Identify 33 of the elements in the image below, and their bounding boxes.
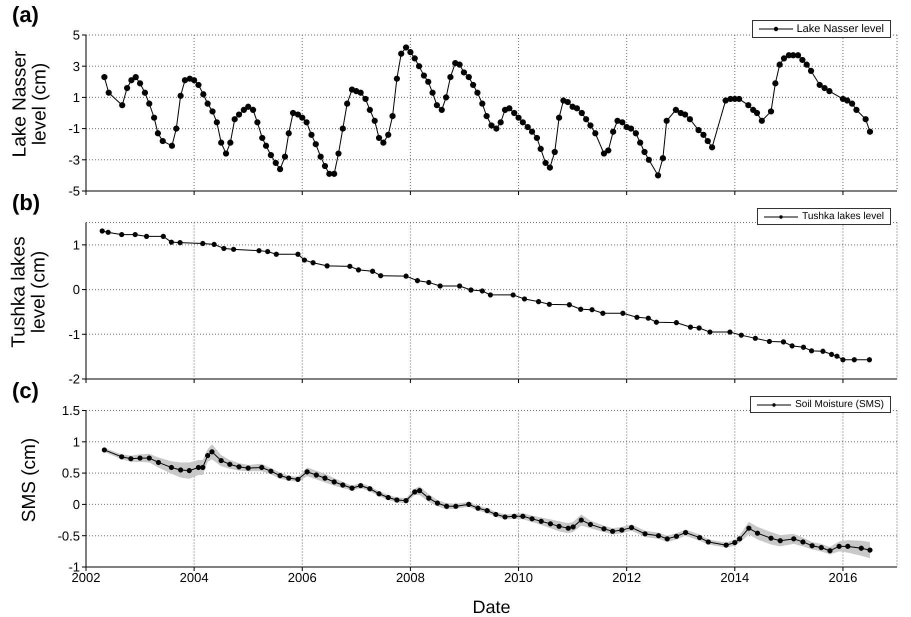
x-tick-label: 2012 xyxy=(612,570,642,586)
text: (a) xyxy=(12,2,39,28)
y-tick-label: -5 xyxy=(68,184,80,199)
x-tick-label: 2010 xyxy=(504,570,533,586)
y-axis-title: Tushka lakes level (cm) xyxy=(9,236,50,348)
y-tick-label: 1 xyxy=(72,90,80,106)
y-tick-label: 1 xyxy=(72,434,80,450)
legend-label: Soil Moisture (SMS) xyxy=(795,399,884,410)
text: (c) xyxy=(12,378,39,404)
x-axis-title: Date xyxy=(472,597,511,617)
x-tick-label: 2008 xyxy=(396,570,425,586)
text: (b) xyxy=(12,190,40,216)
x-tick-label: 2014 xyxy=(720,570,750,586)
x-tick-label: 2002 xyxy=(72,570,100,586)
y-tick-label: 1.5 xyxy=(62,403,80,418)
y-axis-title: SMS (cm) xyxy=(19,437,40,522)
y-tick-label: 0 xyxy=(72,497,80,512)
y-tick-label: 5 xyxy=(72,28,80,43)
y-tick-label: 1 xyxy=(72,237,80,252)
y-tick-label: -3 xyxy=(68,152,80,168)
y-tick-label: 3 xyxy=(72,58,80,74)
legend-label: Tushka lakes level xyxy=(802,211,884,222)
x-tick-label: 2016 xyxy=(828,570,858,586)
legend-label: Lake Nasser level xyxy=(796,23,884,35)
y-tick-label: 0 xyxy=(72,282,80,298)
y-tick-label: 0.5 xyxy=(62,466,80,481)
y-tick-label: -0.5 xyxy=(58,528,80,544)
y-tick-label: -2 xyxy=(68,372,80,387)
y-tick-label: -1 xyxy=(68,121,80,136)
x-tick-label: 2006 xyxy=(288,570,317,586)
y-axis-title: Lake Nasser level (cm) xyxy=(9,50,50,157)
y-tick-label: -1 xyxy=(68,326,80,342)
x-tick-label: 2004 xyxy=(180,570,209,586)
